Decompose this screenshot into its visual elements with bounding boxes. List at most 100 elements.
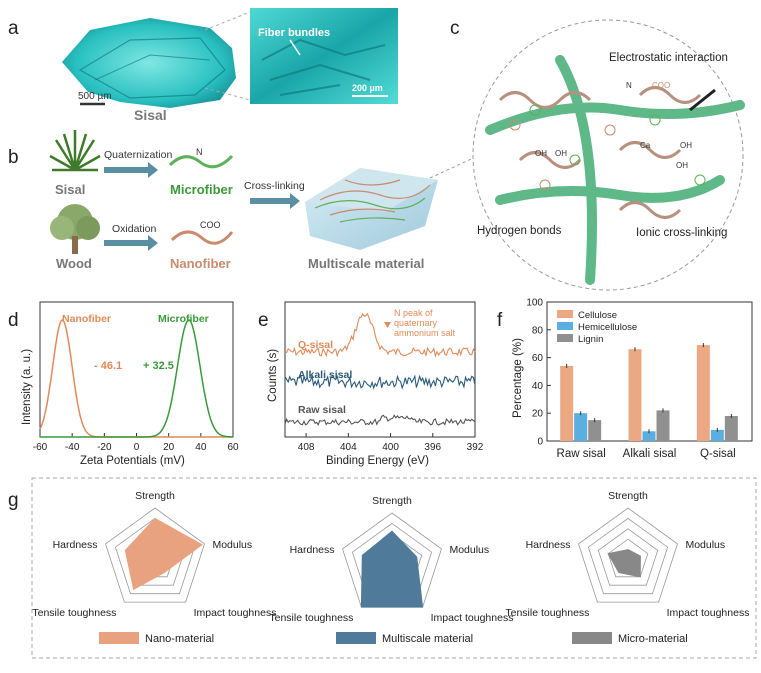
c-oh-label-1: OH <box>535 149 547 158</box>
radar-nano-material: Strength Modulus Impact toughness Tensile t… <box>32 490 276 645</box>
zeta-x-tick-label: 0 <box>134 442 140 453</box>
nanofiber-chain-icon <box>170 230 234 245</box>
tree-icon <box>50 204 100 254</box>
hydrogen-bonds-label: Hydrogen bonds <box>477 225 562 237</box>
sisal-sample-label: Sisal <box>134 107 167 123</box>
xps-plot-frame <box>284 301 476 438</box>
n-peak-annotation: N peak of quaternary ammonium salt <box>394 308 456 338</box>
radar-grid-ring <box>578 507 678 603</box>
electrostatic-interaction-label: Electrostatic interaction <box>609 52 728 64</box>
xps-x-tick-label: 392 <box>467 442 484 453</box>
zeta-x-tick-label: 20 <box>163 442 175 453</box>
nanofiber-label: Nanofiber <box>170 256 231 271</box>
composition-y-ticks: 0 20 40 60 80 100 <box>526 298 551 448</box>
quaternization-label: Quaternization <box>104 149 172 161</box>
microfiber-label: Microfiber <box>170 182 233 197</box>
xps-x-ticks: 408 404 400 396 392 <box>298 433 484 453</box>
microfiber-peak-label: + 32.5 <box>143 360 174 372</box>
composition-x-label: Q-sisal <box>700 448 736 460</box>
radar-axis-label: Tensile toughness <box>269 612 353 624</box>
microfiber-chain-icon <box>168 154 234 169</box>
radar-axis-label: Tensile toughness <box>505 607 589 619</box>
composition-y-axis-label: Percentage (%) <box>512 338 524 418</box>
q-sisal-spectrum <box>284 312 476 358</box>
raw-sisal-spectrum <box>284 414 476 426</box>
radar-grid-ring <box>587 517 669 595</box>
radar-axis-label: Strength <box>372 495 412 507</box>
zeta-x-ticks: -60 -40 -20 0 20 40 60 <box>33 433 239 453</box>
xps-x-tick-label: 400 <box>382 442 399 453</box>
xps-x-tick-label: 404 <box>340 442 357 453</box>
sisal-label: Sisal <box>55 182 85 197</box>
bar-cellulose <box>628 349 642 441</box>
oxidation-label: Oxidation <box>112 223 157 235</box>
microfiber-curve <box>40 319 233 438</box>
nanofiber-curve <box>39 319 233 438</box>
composition-x-label: Alkali sisal <box>623 448 677 460</box>
panel-label-b: b <box>8 147 19 168</box>
scale-left-text: 500 µm <box>78 91 112 102</box>
c-ca-label: Ca <box>640 141 651 150</box>
radar-axis-label: Modulus <box>449 544 489 556</box>
c-oh-label-3: OH <box>680 141 692 150</box>
xps-x-tick-label: 408 <box>298 442 315 453</box>
wood-label: Wood <box>56 256 92 271</box>
zeta-x-tick-label: -60 <box>33 442 48 453</box>
zeta-y-axis-label: Intensity (a. u.) <box>21 349 33 425</box>
radar-micro-material: Strength Modulus Impact toughness Tensile t… <box>505 490 749 645</box>
bar-lignin <box>724 415 738 441</box>
multiscale-material-label: Multiscale material <box>308 256 424 271</box>
microfiber-series-label: Microfiber <box>158 313 209 325</box>
zeta-x-tick-label: 60 <box>227 442 239 453</box>
crosslinking-label: Cross-linking <box>244 180 305 192</box>
radar-axis-label: Impact toughness <box>194 607 277 619</box>
xps-x-tick-label: 396 <box>424 442 441 453</box>
bar-cellulose <box>696 345 710 441</box>
radar-panel-frame <box>31 477 757 659</box>
zoom-circle <box>472 19 744 291</box>
legend-swatch <box>557 310 573 318</box>
panel-d: -60 -40 -20 0 20 40 60 Nanofiber Microfiber - … <box>21 301 239 467</box>
radar-axis-label: Impact toughness <box>431 612 514 624</box>
multiscale-material-block <box>305 168 438 250</box>
radar-legend-label: Nano-material <box>145 633 214 645</box>
arrow-crosslinking <box>250 193 300 209</box>
composition-x-label: Raw sisal <box>557 448 606 460</box>
radar-axis-label: Impact toughness <box>667 607 750 619</box>
panel-label-c: c <box>450 18 460 39</box>
legend-label: Lignin <box>578 334 603 345</box>
radar-value-polygon <box>124 517 203 591</box>
q-sisal-label: Q-sisal <box>298 339 333 351</box>
legend-label: Cellulose <box>578 310 617 321</box>
composition-y-tick-label: 40 <box>532 381 544 392</box>
radar-axis-label: Strength <box>135 490 175 502</box>
panel-e: 408 404 400 396 392 Q-sisal Alkali sisal Raw… <box>267 301 484 467</box>
ammonium-group-label: N <box>196 147 203 157</box>
xps-y-axis-label: Counts (s) <box>267 349 279 402</box>
radar-axis-label: Modulus <box>685 539 725 551</box>
radar-legend-label: Multiscale material <box>382 633 473 645</box>
bar-lignin <box>656 410 670 441</box>
nanofiber-series-label: Nanofiber <box>62 313 111 325</box>
composition-y-tick-label: 0 <box>537 437 543 448</box>
legend-swatch <box>557 334 573 342</box>
radar-legend-swatch <box>336 632 376 644</box>
raw-sisal-label: Raw sisal <box>298 404 346 416</box>
c-oh-label-4: OH <box>676 161 688 170</box>
bar-cellulose <box>560 365 574 441</box>
bar-hemicellulose <box>574 413 588 441</box>
composition-y-tick-label: 100 <box>526 298 543 309</box>
bar-lignin <box>588 420 602 441</box>
composition-y-tick-label: 20 <box>532 409 544 420</box>
legend-swatch <box>557 322 573 330</box>
panel-c: N COO Ca OH OH OH OH Electrostatic inter… <box>472 19 745 291</box>
annotation-arrow-icon <box>384 322 391 328</box>
radar-value-polygon <box>360 530 424 608</box>
panel-label-e: e <box>258 310 269 331</box>
sisal-plant-icon <box>49 130 101 172</box>
composition-bars <box>560 343 738 441</box>
